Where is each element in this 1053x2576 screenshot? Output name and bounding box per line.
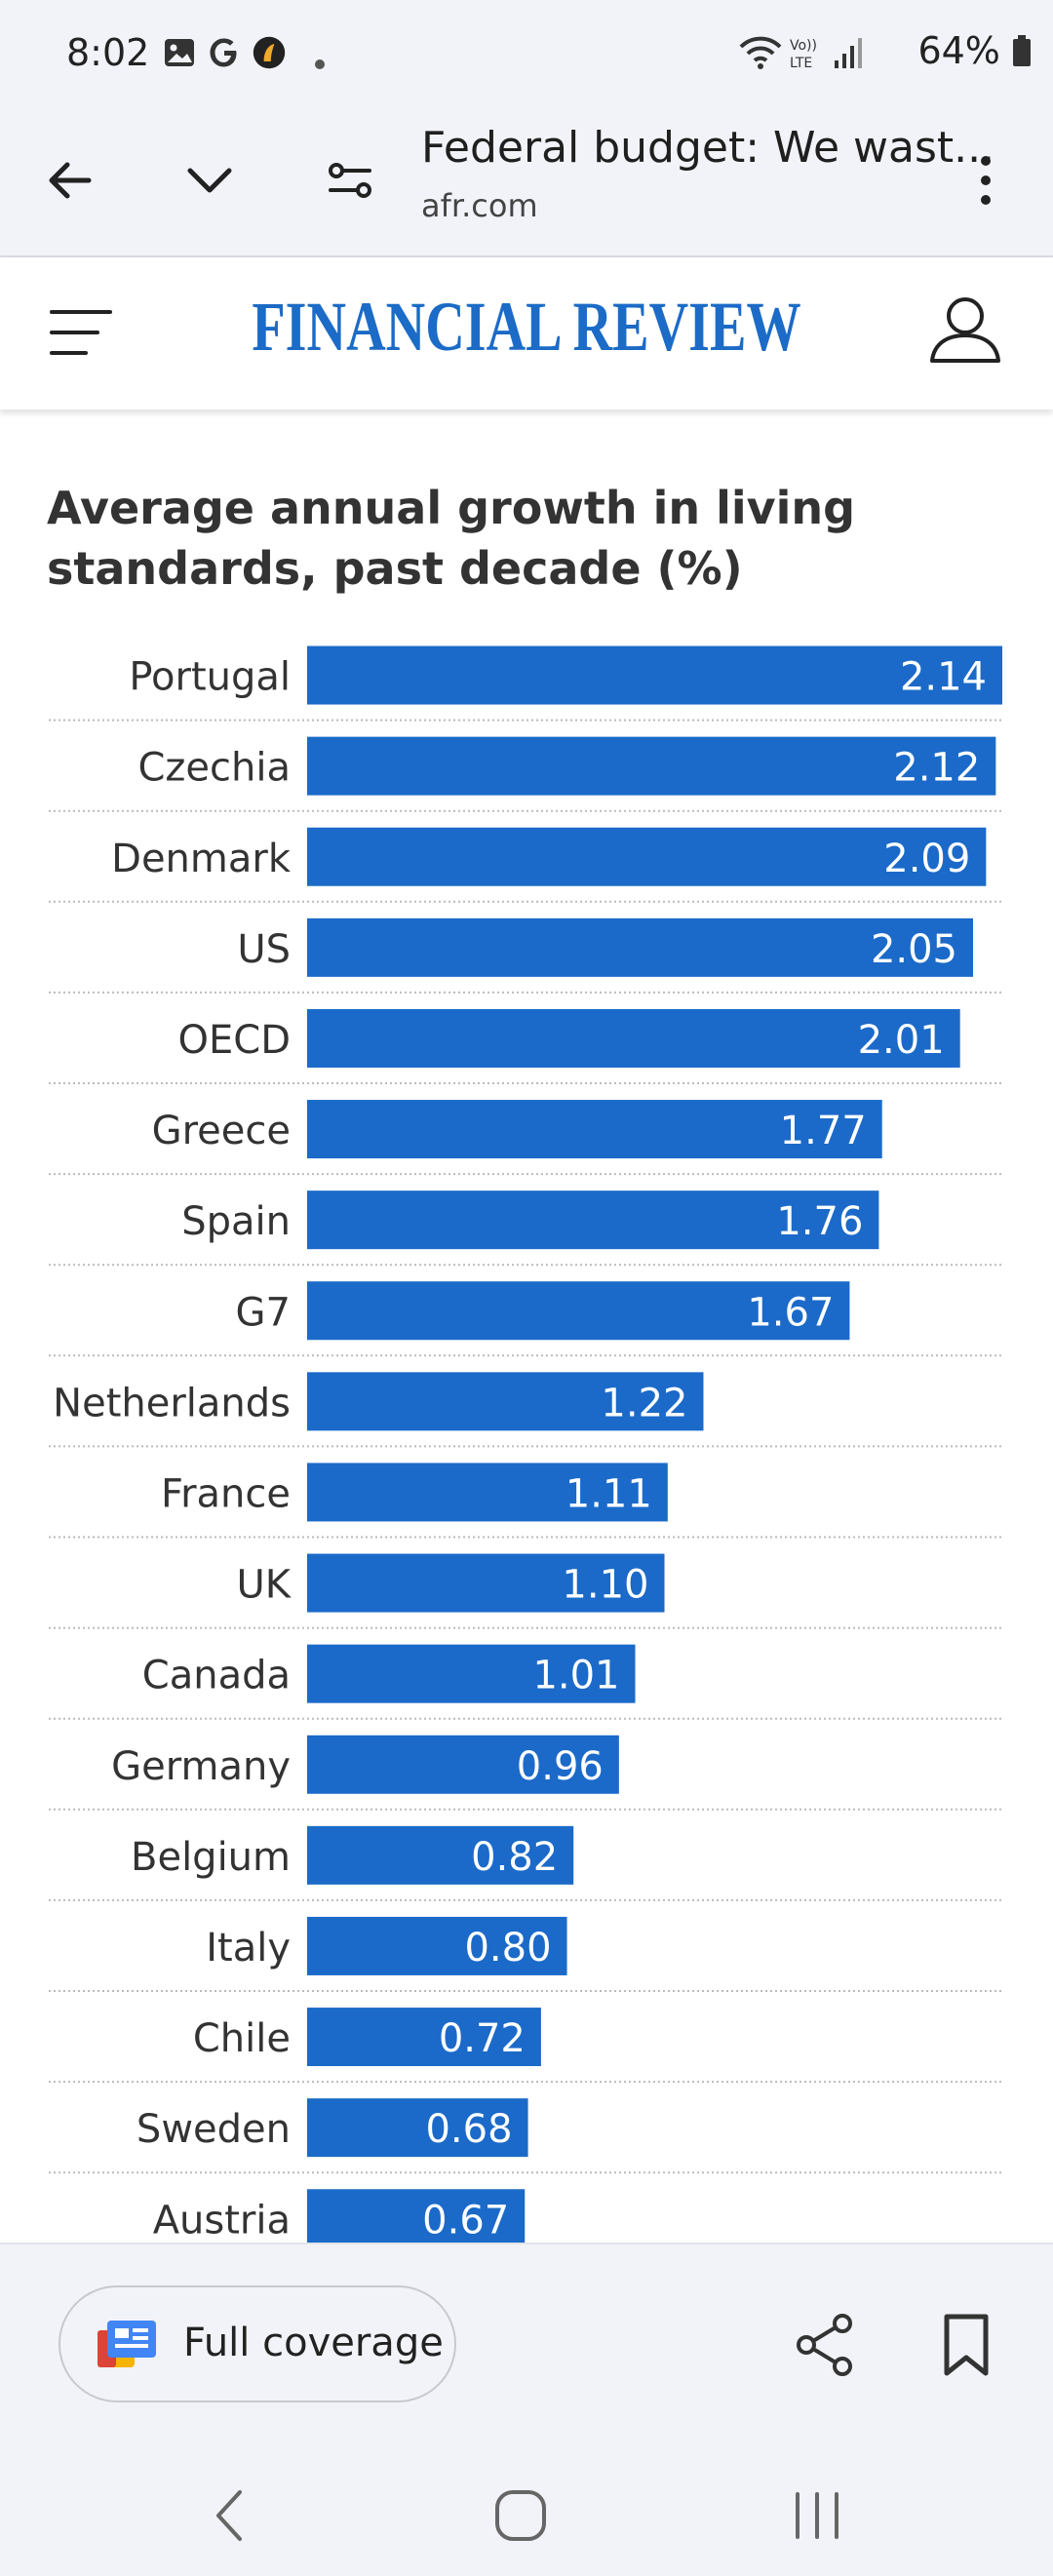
gallery-notification-icon: [165, 39, 194, 66]
bar-netherlands: [307, 1372, 704, 1431]
full-coverage-label: Full coverage: [183, 2321, 444, 2365]
chart-title: Average annual growth in living standard…: [47, 482, 856, 595]
more-options-button[interactable]: [952, 146, 1020, 215]
battery-icon: [1013, 35, 1031, 66]
site-settings-button[interactable]: [316, 146, 384, 215]
value-label-france: 1.11: [566, 1471, 652, 1516]
category-label-chile: Chile: [193, 2016, 291, 2061]
bar-france: [307, 1463, 668, 1522]
bar-sweden: [307, 2098, 528, 2158]
category-label-oecd: OECD: [178, 1018, 292, 1063]
share-icon[interactable]: [794, 2313, 856, 2377]
value-label-us: 2.05: [871, 927, 957, 972]
category-label-g7: G7: [236, 1290, 291, 1335]
user-account-icon[interactable]: [928, 293, 1002, 367]
signal-icon: [835, 38, 862, 68]
system-recents-button[interactable]: [768, 2467, 866, 2564]
svg-text:Vo)): Vo)): [790, 38, 817, 54]
nav-home-icon: [495, 2490, 546, 2541]
value-label-italy: 0.80: [464, 1926, 551, 1971]
more-vertical-icon: [981, 156, 991, 205]
wifi-icon: [739, 36, 782, 69]
category-label-greece: Greece: [152, 1109, 291, 1153]
value-label-uk: 1.10: [562, 1563, 648, 1608]
category-label-czechia: Czechia: [137, 746, 291, 791]
system-back-button[interactable]: [179, 2467, 277, 2564]
bar-g7: [307, 1281, 850, 1341]
page-title[interactable]: Federal budget: We wast...: [421, 123, 995, 173]
bar-austria: [307, 2189, 526, 2243]
category-label-italy: Italy: [206, 1926, 291, 1971]
nav-recents-icon: [796, 2492, 838, 2539]
bar-us: [307, 917, 974, 977]
browser-toolbar: Federal budget: We wast... afr.com: [0, 107, 1053, 257]
bar-belgium: [307, 1825, 574, 1885]
status-bar: 8:02 Vo)) LTE 64%: [0, 0, 1053, 107]
volte-icon: Vo)) LTE: [790, 38, 817, 70]
status-time: 8:02: [66, 31, 150, 74]
category-label-austria: Austria: [153, 2198, 291, 2243]
bar-czechia: [307, 736, 996, 796]
back-button[interactable]: [35, 146, 103, 215]
value-label-portugal: 2.14: [900, 655, 987, 700]
arrow-left-icon: [49, 162, 92, 199]
category-label-belgium: Belgium: [131, 1835, 291, 1880]
value-label-netherlands: 1.22: [601, 1381, 687, 1425]
battery-percent: 64%: [917, 29, 1000, 72]
category-label-netherlands: Netherlands: [53, 1381, 291, 1425]
bar-canada: [307, 1644, 636, 1703]
category-label-uk: UK: [236, 1563, 292, 1608]
category-label-france: France: [161, 1471, 291, 1516]
battery-status: 64%: [917, 29, 1032, 72]
bar-portugal: [307, 645, 1002, 705]
value-label-canada: 1.01: [532, 1654, 619, 1698]
bar-uk: [307, 1553, 665, 1613]
category-label-spain: Spain: [181, 1199, 291, 1244]
category-label-us: US: [237, 927, 291, 972]
value-label-sweden: 0.68: [425, 2107, 512, 2152]
bar-germany: [307, 1735, 619, 1794]
category-label-denmark: Denmark: [111, 837, 292, 881]
page-url[interactable]: afr.com: [421, 187, 538, 224]
site-logo[interactable]: FINANCIAL REVIEW: [252, 288, 801, 366]
google-notification-icon: [210, 38, 237, 67]
bar-chart: Portugal 2.14 Czechia 2.12 Denmark 2.09 US 2.05…: [49, 645, 1002, 2243]
collapse-button[interactable]: [176, 146, 244, 215]
svg-text:LTE: LTE: [790, 56, 812, 70]
value-label-spain: 1.76: [776, 1199, 863, 1244]
value-label-oecd: 2.01: [858, 1018, 945, 1063]
tune-icon: [329, 163, 371, 198]
bar-italy: [307, 1916, 567, 1975]
system-home-button[interactable]: [472, 2467, 569, 2564]
bar-oecd: [307, 1008, 960, 1068]
value-label-germany: 0.96: [517, 1744, 604, 1789]
menu-icon[interactable]: [49, 306, 113, 359]
category-label-germany: Germany: [111, 1744, 291, 1789]
bottom-app-bar: Full coverage: [0, 2243, 1053, 2576]
bar-chile: [307, 2008, 541, 2067]
value-label-chile: 0.72: [439, 2016, 526, 2061]
full-coverage-icon: [98, 2321, 156, 2367]
category-label-portugal: Portugal: [129, 655, 291, 700]
value-label-denmark: 2.09: [883, 837, 970, 881]
value-label-g7: 1.67: [747, 1290, 834, 1335]
bar-spain: [307, 1190, 879, 1250]
site-header: FINANCIAL REVIEW: [0, 257, 1053, 410]
full-coverage-button[interactable]: Full coverage: [58, 2285, 456, 2402]
nav-back-icon: [216, 2490, 242, 2541]
app-notification-icon: [253, 36, 286, 69]
bar-denmark: [307, 827, 987, 886]
value-label-greece: 1.77: [780, 1109, 867, 1153]
category-label-sweden: Sweden: [136, 2107, 291, 2152]
more-notifications-dot-icon: [315, 59, 325, 69]
value-label-belgium: 0.82: [471, 1835, 558, 1880]
value-label-czechia: 2.12: [893, 746, 980, 791]
category-label-canada: Canada: [142, 1654, 291, 1698]
chevron-down-icon: [187, 168, 232, 193]
bookmark-icon[interactable]: [942, 2313, 991, 2377]
value-label-austria: 0.67: [422, 2198, 509, 2243]
bar-greece: [307, 1100, 882, 1159]
